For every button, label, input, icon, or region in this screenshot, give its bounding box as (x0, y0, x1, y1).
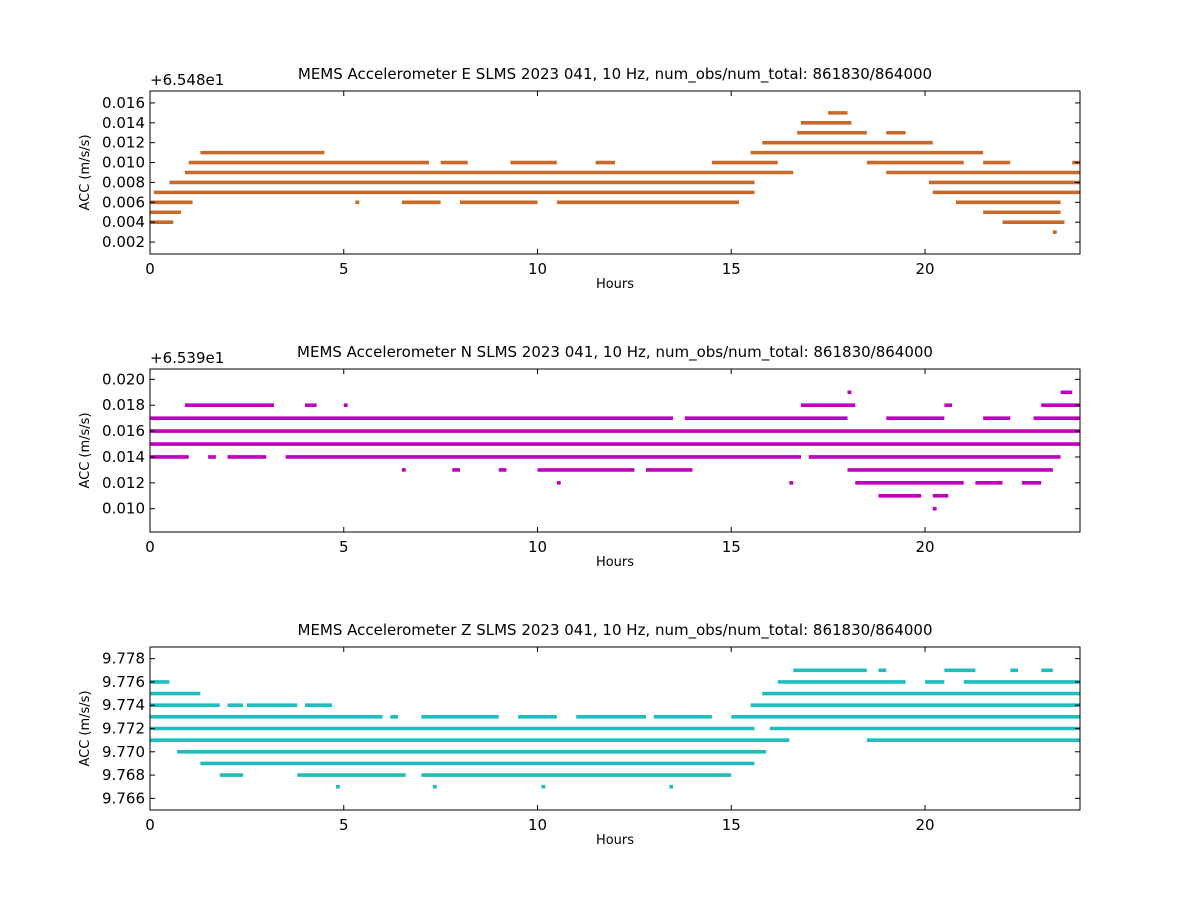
x-axis-label: Hours (596, 833, 634, 848)
x-tick-label: 20 (915, 538, 934, 556)
x-tick-label: 5 (339, 260, 349, 278)
y-axis-label: ACC (m/s/s) (78, 134, 93, 210)
y-tick-label: 0.012 (102, 134, 145, 152)
data-marks (150, 668, 1080, 789)
y-tick-label: 0.016 (102, 422, 145, 440)
x-tick-label: 20 (915, 260, 934, 278)
y-tick-label: 9.776 (102, 673, 145, 691)
x-tick-label: 0 (145, 538, 155, 556)
y-tick-label: 0.010 (102, 154, 145, 172)
plot-frame (149, 368, 1081, 533)
y-tick-label: 9.766 (102, 789, 145, 807)
chart-title: MEMS Accelerometer E SLMS 2023 041, 10 H… (298, 65, 932, 84)
y-tick-label: 0.016 (102, 94, 145, 112)
y-tick-label: 0.012 (102, 474, 145, 492)
chart-panel-2: 0 5 10 15 20 9.766 9.768 9.770 9.772 9.774 9.776 9.… (78, 621, 1081, 848)
y-tick-label: 9.778 (102, 650, 145, 668)
y-tick-label: 0.018 (102, 396, 145, 414)
x-tick-label: 15 (722, 816, 741, 834)
y-tick-label: 0.014 (102, 114, 145, 132)
x-tick-label: 0 (145, 260, 155, 278)
y-tick-label: 0.008 (102, 173, 145, 191)
y-tick-label: 0.006 (102, 193, 145, 211)
y-axis-label: ACC (m/s/s) (78, 412, 93, 488)
y-tick-label: 9.772 (102, 720, 145, 738)
x-tick-label: 15 (722, 260, 741, 278)
x-tick-label: 15 (722, 538, 741, 556)
y-offset-label: +6.539e1 (150, 349, 224, 367)
plot-frame (149, 90, 1081, 255)
y-tick-label: 9.774 (102, 696, 145, 714)
y-tick-label: 0.010 (102, 500, 145, 518)
x-tick-label: 10 (528, 260, 547, 278)
y-tick-label: 0.014 (102, 448, 145, 466)
x-tick-label: 0 (145, 816, 155, 834)
x-axis-label: Hours (596, 277, 634, 292)
y-tick-label: 0.020 (102, 370, 145, 388)
data-marks (150, 390, 1080, 511)
x-tick-label: 5 (339, 816, 349, 834)
x-axis-label: Hours (596, 555, 634, 570)
x-tick-label: 20 (915, 816, 934, 834)
chart-title: MEMS Accelerometer N SLMS 2023 041, 10 H… (297, 343, 933, 362)
y-tick-label: 9.770 (102, 743, 145, 761)
y-tick-label: 0.002 (102, 233, 145, 251)
y-tick-label: 0.004 (102, 213, 145, 231)
y-tick-label: 9.768 (102, 766, 145, 784)
x-tick-label: 10 (528, 816, 547, 834)
y-offset-label: +6.548e1 (150, 71, 224, 89)
x-tick-label: 10 (528, 538, 547, 556)
data-marks (150, 111, 1080, 234)
chart-title: MEMS Accelerometer Z SLMS 2023 041, 10 H… (298, 621, 933, 640)
chart-panel-1: 0 5 10 15 20 0.010 0.012 0.014 0.016 0.018 0.020 ME… (78, 343, 1081, 570)
y-axis-label: ACC (m/s/s) (78, 690, 93, 766)
x-tick-label: 5 (339, 538, 349, 556)
